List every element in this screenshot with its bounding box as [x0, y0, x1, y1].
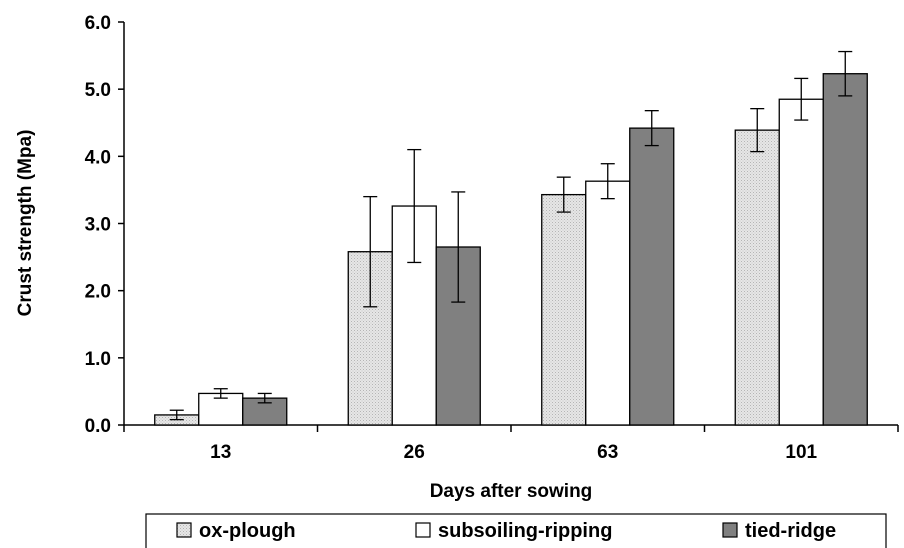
- bar-ox-plough: [541, 193, 587, 426]
- bar-tied-ridge: [629, 127, 675, 426]
- y-axis-title: Crust strength (Mpa): [15, 130, 36, 317]
- legend-swatch-ox-plough: [176, 522, 192, 538]
- x-tick-label: 13: [210, 442, 231, 463]
- y-tick-label: 5.0: [85, 80, 111, 101]
- legend-label-subsoiling-ripping: subsoiling-ripping: [438, 520, 612, 542]
- bar-subsoiling-ripping: [585, 180, 631, 426]
- legend-label-tied-ridge: tied-ridge: [745, 520, 836, 542]
- y-tick-label: 2.0: [85, 282, 111, 303]
- legend-label-ox-plough: ox-plough: [199, 520, 296, 542]
- bar-subsoiling-ripping: [778, 98, 824, 426]
- bar-ox-plough: [734, 129, 780, 426]
- bar-tied-ridge: [822, 73, 868, 426]
- y-tick-label: 6.0: [85, 13, 111, 34]
- x-tick-label: 63: [597, 442, 618, 463]
- bar-subsoiling-ripping: [198, 392, 244, 426]
- legend: ox-plough subsoiling-ripping tied-ridge: [145, 513, 887, 548]
- y-tick-label: 1.0: [85, 349, 111, 370]
- x-axis-title: Days after sowing: [430, 481, 593, 502]
- plot-area: 0.0 1.0 2.0 3.0 4.0 5.0 6.0 13 26 63 101: [85, 13, 899, 463]
- y-tick-label: 3.0: [85, 215, 111, 236]
- y-tick-label: 0.0: [85, 416, 111, 437]
- y-tick-label: 4.0: [85, 147, 111, 168]
- legend-swatch-subsoiling-ripping: [415, 522, 431, 538]
- x-tick-label: 26: [404, 442, 425, 463]
- legend-swatch-tied-ridge: [722, 522, 738, 538]
- x-tick-label: 101: [785, 442, 817, 463]
- legend-border: [145, 513, 887, 548]
